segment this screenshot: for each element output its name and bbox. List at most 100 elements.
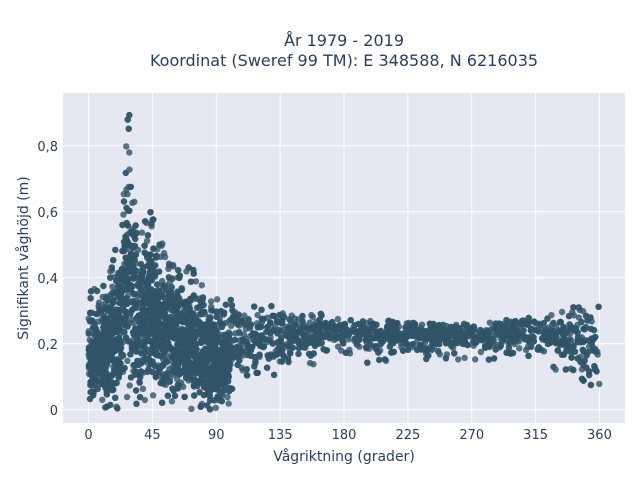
data-point: [497, 342, 504, 350]
data-point: [461, 335, 468, 342]
data-point: [203, 353, 210, 360]
data-point: [132, 387, 140, 394]
data-point: [102, 364, 109, 372]
data-point: [583, 352, 590, 359]
data-point: [153, 252, 160, 260]
data-point: [148, 274, 155, 282]
data-point: [122, 254, 129, 261]
data-point: [115, 306, 122, 314]
data-point: [103, 391, 111, 398]
data-point: [464, 341, 472, 349]
data-point: [94, 336, 101, 344]
data-point: [355, 333, 362, 340]
data-point: [213, 347, 221, 354]
data-point: [228, 302, 236, 309]
data-point: [547, 339, 554, 346]
data-point: [159, 362, 166, 370]
data-point: [164, 392, 172, 399]
data-point: [202, 345, 209, 352]
data-point: [193, 346, 200, 353]
data-point: [176, 272, 183, 279]
data-point: [168, 398, 176, 405]
data-point: [121, 243, 128, 250]
data-point: [125, 285, 132, 292]
data-point: [470, 323, 477, 330]
data-point: [236, 330, 243, 337]
data-point: [323, 347, 331, 354]
data-point: [345, 332, 352, 339]
data-point: [163, 300, 170, 307]
data-point: [278, 320, 286, 327]
data-point: [161, 294, 168, 302]
data-point: [115, 311, 122, 319]
data-point: [184, 369, 192, 376]
data-point: [198, 339, 205, 346]
data-point: [150, 245, 157, 252]
data-point: [89, 372, 96, 379]
data-point: [509, 349, 517, 357]
data-point: [114, 405, 121, 412]
data-point: [310, 350, 317, 357]
data-point: [254, 369, 261, 377]
data-point: [100, 313, 108, 320]
data-point: [531, 318, 538, 326]
data-point: [308, 311, 315, 319]
data-point: [192, 278, 200, 285]
data-point: [202, 321, 209, 328]
data-point: [124, 222, 132, 229]
data-point: [394, 320, 401, 327]
data-point: [558, 308, 566, 316]
data-point: [191, 392, 198, 399]
data-point: [444, 332, 451, 339]
data-point: [570, 366, 577, 374]
data-point: [108, 291, 115, 298]
data-point: [439, 321, 447, 329]
data-point: [105, 373, 112, 381]
data-point: [245, 316, 252, 323]
data-point: [234, 352, 242, 359]
data-point: [212, 404, 219, 411]
data-point: [540, 319, 547, 327]
data-point: [405, 346, 412, 353]
data-point: [334, 343, 342, 350]
data-point: [227, 296, 234, 304]
data-point: [234, 321, 241, 328]
x-tick-label: 270: [459, 428, 484, 443]
data-point: [206, 314, 214, 321]
data-point: [219, 365, 227, 372]
data-point: [276, 327, 283, 334]
data-point: [388, 349, 395, 356]
data-point: [500, 336, 507, 343]
data-point: [124, 357, 131, 364]
data-point: [121, 307, 128, 315]
x-tick-label: 360: [587, 428, 612, 443]
data-point: [108, 304, 115, 311]
data-point: [207, 329, 214, 336]
data-point: [387, 331, 394, 338]
data-point: [300, 344, 308, 351]
data-point: [143, 356, 150, 363]
data-point: [550, 363, 557, 371]
data-point: [107, 401, 114, 409]
data-point: [121, 315, 129, 323]
data-point: [212, 381, 219, 388]
data-point: [527, 343, 535, 350]
data-point: [86, 309, 94, 316]
data-point: [263, 364, 271, 371]
data-point: [224, 371, 232, 378]
data-point: [203, 378, 210, 386]
data-point: [216, 319, 224, 326]
data-point: [130, 290, 137, 298]
data-point: [403, 341, 410, 348]
data-point: [274, 345, 282, 353]
data-point: [131, 330, 138, 338]
y-tick-label: 0,4: [37, 272, 58, 287]
data-point: [132, 303, 139, 310]
data-point: [131, 198, 138, 205]
data-point: [115, 374, 122, 381]
data-point: [575, 304, 582, 311]
data-point: [113, 356, 120, 363]
data-point: [120, 198, 128, 205]
data-point: [243, 366, 250, 373]
